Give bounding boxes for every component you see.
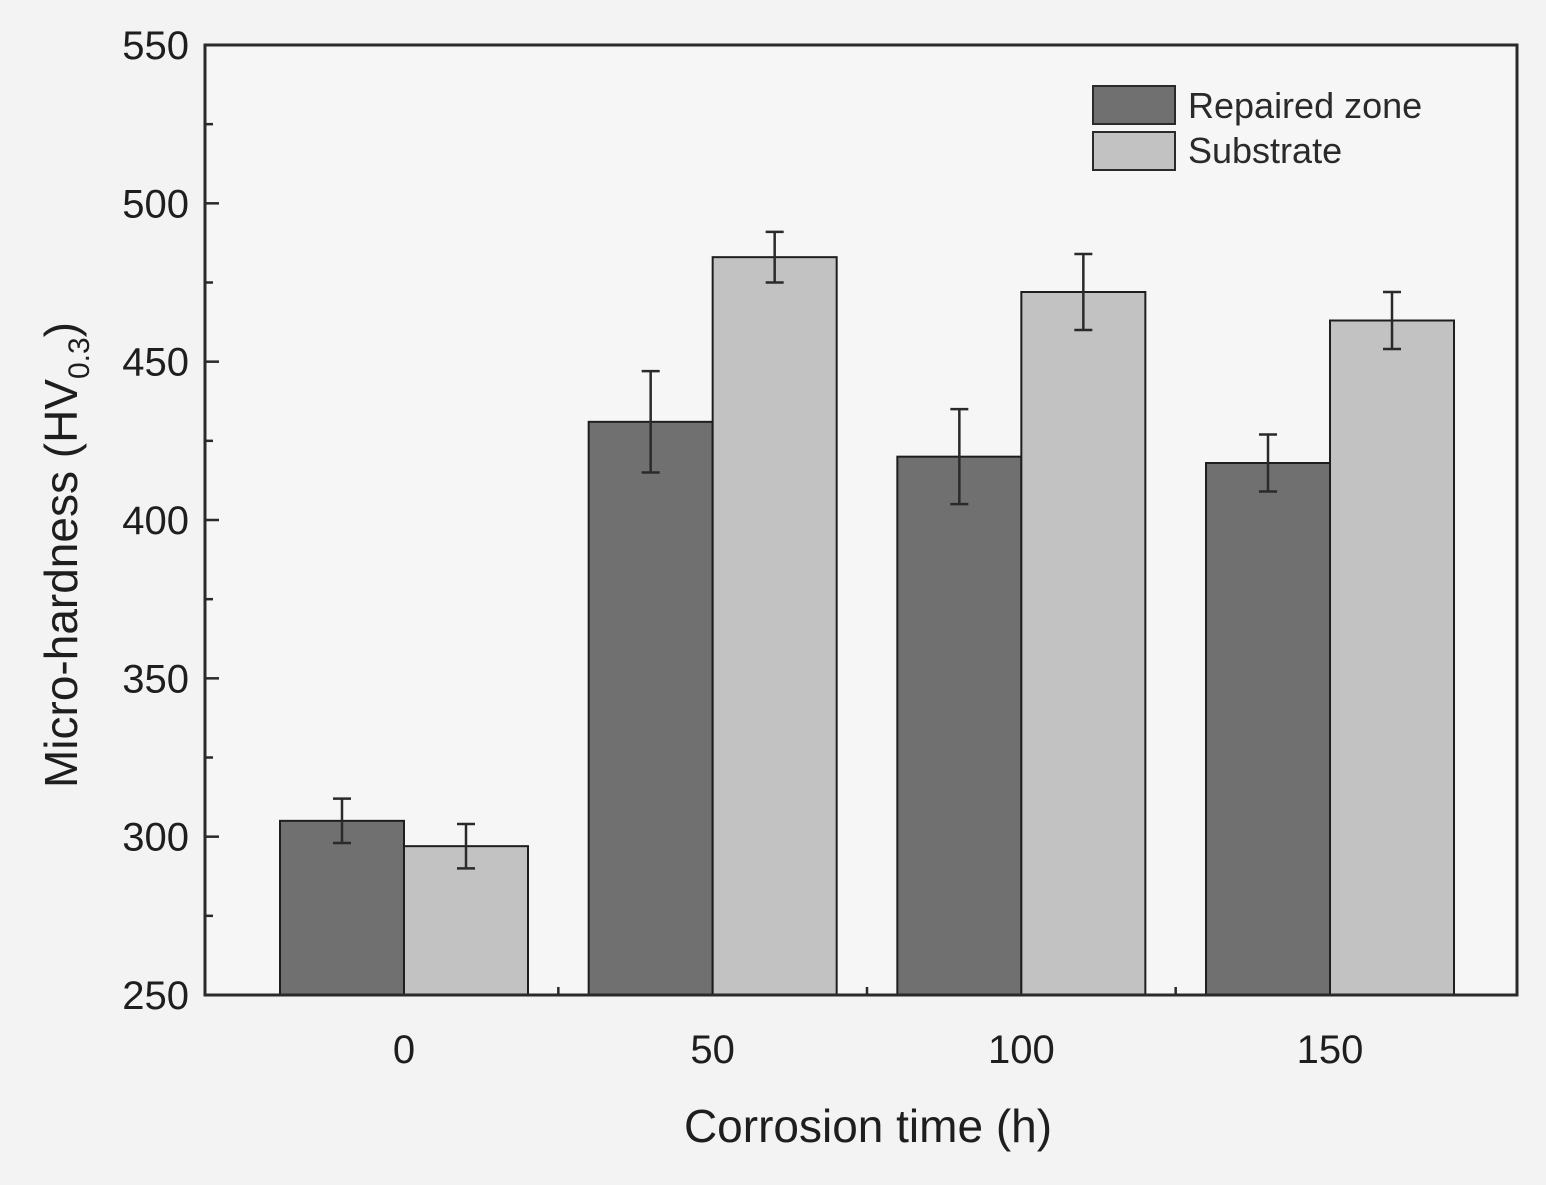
y-tick-label: 550 [122,24,189,68]
error-bar-substrate-50 [765,230,784,284]
x-tick-label: 50 [690,1028,735,1072]
error-bar-substrate-0 [457,822,475,870]
bar-series [279,256,1456,997]
x-axis-tick-labels: 0 50 100 150 [393,1028,1364,1072]
y-axis-tick-labels: 250 300 350 400 450 500 550 [122,24,189,1018]
bar-repaired-zone-150 [1205,462,1332,996]
x-tick-label: 0 [393,1028,415,1072]
bar-substrate-0 [403,845,529,997]
error-bar-repaired-zone-100 [950,407,969,506]
error-bar-substrate-100 [1074,252,1093,332]
y-axis-title-main: Micro-hardness (HV [35,379,87,788]
legend: Repaired zone Substrate [1092,85,1422,171]
y-tick-label: 350 [122,657,189,701]
y-axis-title-close: ) [35,322,87,337]
x-tick-label: 150 [1297,1028,1364,1072]
y-axis-title-subscript: 0.3 [63,337,96,379]
legend-label-repaired-zone: Repaired zone [1188,85,1422,126]
bar-repaired-zone-0 [279,819,405,996]
y-tick-label: 300 [122,816,189,860]
y-axis-title: Micro-hardness (HV0.3) [35,322,96,788]
bar-substrate-150 [1329,319,1456,996]
error-bar-substrate-150 [1383,290,1402,351]
bar-substrate-100 [1020,291,1147,996]
bar-substrate-50 [711,256,838,996]
y-tick-label: 250 [122,974,189,1018]
bar-repaired-zone-50 [587,420,714,997]
legend-label-substrate: Substrate [1188,130,1342,171]
legend-swatch-substrate [1092,131,1176,171]
y-tick-label: 450 [122,341,189,385]
error-bar-repaired-zone-150 [1259,433,1278,493]
y-tick-label: 500 [122,182,189,226]
x-axis-title: Corrosion time (h) [684,1100,1052,1152]
plot-frame [203,43,1519,997]
legend-swatch-repaired-zone [1092,85,1176,125]
x-tick-label: 100 [988,1028,1055,1072]
y-tick-label: 400 [122,499,189,543]
error-bars [333,230,1402,870]
error-bar-repaired-zone-0 [333,797,351,845]
bar-repaired-zone-100 [896,455,1023,996]
error-bar-repaired-zone-50 [641,369,660,474]
